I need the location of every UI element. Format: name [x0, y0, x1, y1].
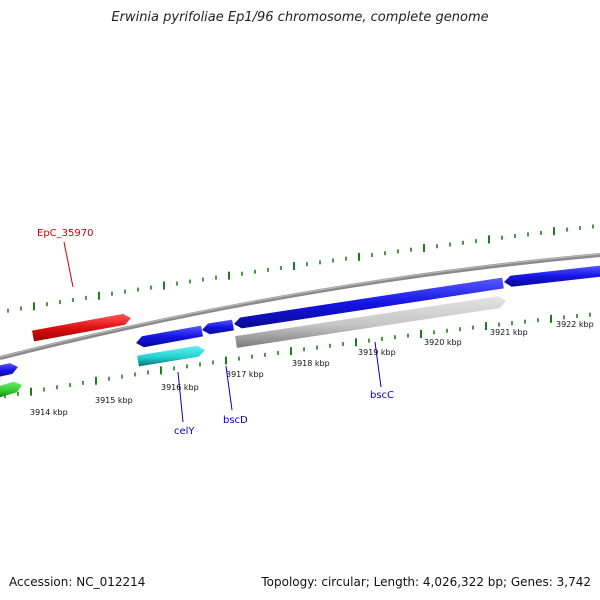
gene-label-cely: celY [174, 426, 195, 437]
gene-labels: EpC_35970 celY bscD bscC [37, 228, 394, 437]
gene-arrow [136, 325, 203, 348]
gene-arrow-bscc [235, 296, 506, 348]
tick-label: 3918 kbp [292, 359, 330, 368]
scale-tick-ring [4, 312, 591, 399]
gene-arrow-epc35970 [32, 313, 131, 342]
backbone-highlight [0, 253, 600, 358]
outer-tick-ring [7, 224, 594, 313]
tick-label: 3915 kbp [95, 396, 133, 405]
leader-line [374, 341, 382, 388]
map-title: Erwinia pyrifoliae Ep1/96 chromosome, co… [111, 10, 489, 25]
gene-arrow [0, 363, 18, 377]
backbone-line [0, 253, 600, 360]
gene-label-epc35970: EpC_35970 [37, 228, 93, 239]
tick-label: 3917 kbp [226, 370, 264, 379]
leader-line [225, 365, 233, 411]
gene-arrow-bscd [202, 319, 234, 335]
genome-summary-text: Topology: circular; Length: 4,026,322 bp… [261, 575, 591, 589]
tick-label: 3914 kbp [30, 408, 68, 417]
gene-arrow-cely [137, 345, 205, 367]
gene-label-bscd: bscD [223, 415, 248, 426]
leader-line [63, 241, 74, 288]
gene-arrow [504, 265, 600, 287]
tick-label: 3921 kbp [490, 328, 528, 337]
accession-text: Accession: NC_012214 [9, 575, 146, 589]
gene-label-bscc: bscC [370, 390, 394, 401]
gene-track [0, 265, 600, 398]
gene-arrow [234, 277, 504, 329]
tick-label: 3920 kbp [424, 338, 462, 347]
gene-arrow [0, 381, 22, 398]
chromosome-backbone [0, 253, 600, 360]
tick-label: 3922 kbp [556, 320, 594, 329]
leader-line [177, 371, 184, 423]
